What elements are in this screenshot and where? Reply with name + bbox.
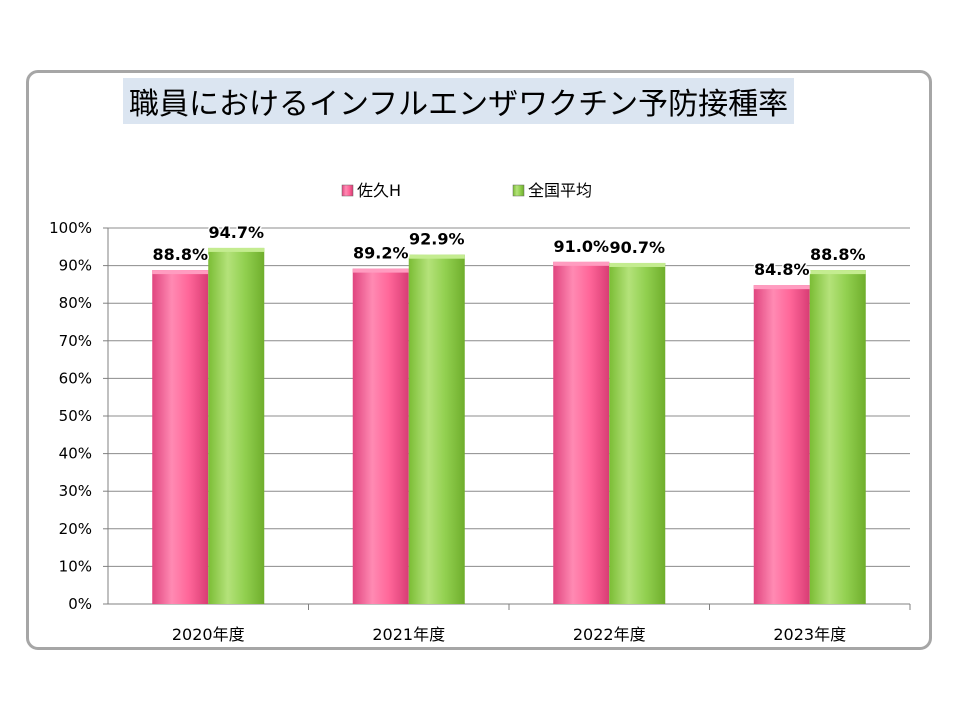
x-category-label: 2023年度 — [773, 625, 846, 644]
y-tick-label: 80% — [59, 294, 92, 312]
bar-top-highlight — [609, 262, 666, 267]
bar-top-highlight — [352, 268, 409, 273]
legend-swatch-1 — [512, 184, 525, 197]
data-label: 84.8% — [754, 260, 810, 279]
data-label: 94.7% — [208, 223, 264, 242]
bar-national-0 — [208, 247, 265, 605]
bar-top-highlight — [152, 270, 209, 275]
data-label: 89.2% — [353, 244, 409, 263]
bar-saku-0 — [152, 270, 209, 604]
y-tick-label: 100% — [49, 219, 92, 237]
y-tick-label: 60% — [59, 369, 92, 387]
x-category-label: 2021年度 — [372, 625, 445, 644]
y-tick-label: 30% — [59, 482, 92, 500]
data-label: 91.0% — [553, 237, 609, 256]
chart-title: 職員におけるインフルエンザワクチン予防接種率 — [129, 87, 789, 122]
bar-saku-2 — [553, 261, 610, 604]
legend-swatch-0 — [341, 184, 354, 197]
x-category-label: 2020年度 — [172, 625, 245, 644]
x-category-label: 2022年度 — [573, 625, 646, 644]
legend-label-1: 全国平均 — [528, 181, 592, 200]
y-tick-label: 0% — [68, 595, 92, 613]
y-tick-label: 40% — [59, 445, 92, 463]
y-tick-label: 90% — [59, 257, 92, 275]
bar-top-highlight — [809, 270, 866, 275]
bar-top-highlight — [753, 285, 810, 290]
bar-top-highlight — [208, 247, 265, 252]
bar-top-highlight — [408, 254, 465, 259]
data-label: 88.8% — [810, 245, 866, 264]
bar-national-2 — [609, 262, 666, 604]
y-tick-label: 20% — [59, 520, 92, 538]
y-tick-label: 70% — [59, 332, 92, 350]
data-label: 92.9% — [409, 230, 465, 249]
y-tick-label: 10% — [59, 557, 92, 575]
y-tick-label: 50% — [59, 407, 92, 425]
bar-saku-1 — [352, 268, 409, 604]
chart-title-box: 職員におけるインフルエンザワクチン予防接種率 — [123, 78, 795, 124]
data-label: 88.8% — [152, 245, 208, 264]
bar-top-highlight — [553, 261, 610, 266]
bar-national-3 — [809, 270, 866, 604]
bar-saku-3 — [753, 285, 810, 604]
bar-national-1 — [408, 254, 465, 605]
legend-label-0: 佐久H — [357, 181, 401, 200]
data-label: 90.7% — [609, 238, 665, 257]
